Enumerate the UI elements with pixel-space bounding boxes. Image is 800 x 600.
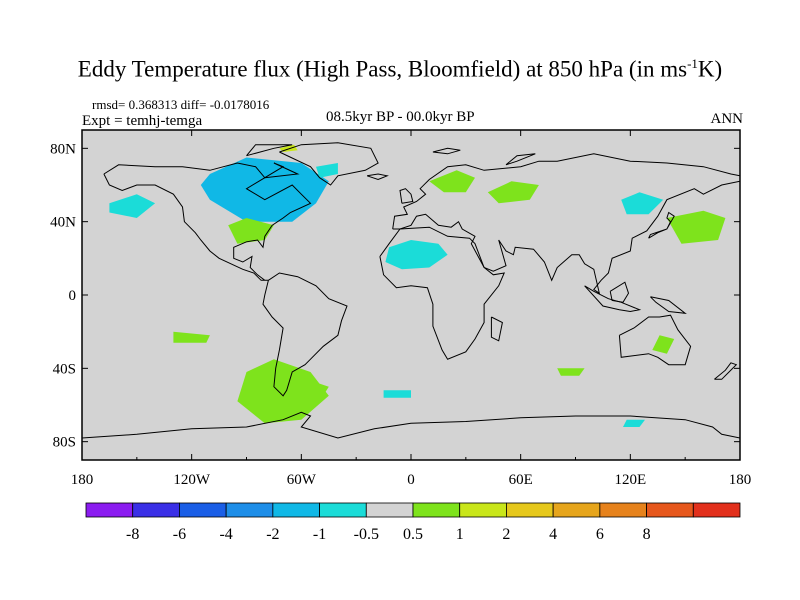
colorbar-label: -1	[313, 526, 326, 543]
colorbar-box	[319, 502, 367, 518]
colorbar-box	[365, 502, 414, 518]
colorbar-box	[272, 502, 320, 518]
region-east-asia	[621, 192, 664, 215]
colorbar-label: -0.5	[354, 526, 379, 543]
coastline-japan	[648, 211, 675, 239]
region-southern-ocean-cyan	[383, 390, 411, 398]
region-north-pacific	[666, 210, 726, 244]
plot-background	[82, 130, 740, 460]
coastline-indonesia	[584, 285, 642, 313]
region-australia	[652, 335, 675, 354]
x-tick-label: 180	[71, 472, 94, 488]
colorbar-box	[646, 502, 694, 518]
y-tick-label: 80S	[53, 435, 76, 451]
y-axis: 80N 40N 0 40S 80S	[50, 141, 740, 451]
y-tick-label: 40S	[53, 361, 76, 377]
coastline-australia	[618, 314, 692, 366]
colorbar-box	[552, 502, 601, 518]
x-tick-label: 120W	[173, 472, 211, 488]
colorbar-box	[225, 502, 274, 518]
title-main: Eddy Temperature flux (High Pass, Bloomf…	[77, 56, 688, 82]
coastline-british-isles	[399, 188, 414, 204]
coastline-eurasia-east	[392, 180, 740, 295]
colorbar-label: 4	[549, 526, 557, 543]
colorbar-label: -4	[219, 526, 232, 543]
region-us-southeast-green	[228, 218, 274, 244]
colorbar-label: -6	[173, 526, 186, 543]
y-tick-label: 0	[69, 288, 77, 304]
colorbar-box	[132, 502, 180, 518]
region-south-pacific	[173, 331, 210, 343]
colorbar-box	[599, 502, 647, 518]
figure-title: Eddy Temperature flux (High Pass, Bloomf…	[0, 56, 800, 83]
colorbar-label: 0.5	[403, 526, 423, 543]
region-scandinavia	[429, 170, 475, 193]
coastline-africa	[379, 226, 506, 360]
region-indian-ocean	[557, 368, 585, 376]
title-superscript: -1	[687, 56, 698, 71]
coastline-baffin	[264, 162, 300, 179]
coastline-eurasia	[392, 153, 740, 230]
x-tick-label: 60E	[509, 472, 533, 488]
coastline-antarctica	[82, 411, 740, 439]
colorbar-box	[412, 502, 461, 518]
region-siberia	[487, 181, 539, 204]
colorbar-label: 2	[502, 526, 510, 543]
coastline-iceland	[366, 173, 389, 181]
region-alaska-pacific	[109, 194, 156, 218]
region-greenland-cyan	[316, 163, 338, 178]
coastline-ellesmere	[246, 144, 293, 157]
coastline-madagascar	[490, 316, 503, 342]
experiment-label: Expt = temhj-temga	[82, 113, 203, 129]
coastlines	[82, 142, 740, 439]
colorbar-box	[506, 502, 554, 518]
colorbar-box	[85, 502, 134, 518]
colorbar: -8 -6 -4 -2 -1 -0.5 0.5 1 2 4 6 8	[85, 502, 741, 543]
x-tick-label: 0	[407, 472, 415, 488]
x-axis: 180 120W 60W 0 60E 120E 180	[71, 130, 752, 488]
y-tick-label: 80N	[50, 141, 76, 157]
anomaly-regions	[109, 144, 726, 427]
colorbar-box	[179, 502, 227, 518]
coastline-new-guinea	[650, 296, 687, 314]
colorbar-label: 1	[456, 526, 464, 543]
period-label: 08.5kyr BP - 00.0kyr BP	[326, 109, 475, 125]
x-tick-label: 60W	[287, 472, 317, 488]
season-label: ANN	[710, 111, 744, 127]
coastline-borneo	[609, 281, 630, 303]
colorbar-label: -8	[126, 526, 139, 543]
colorbar-label: 6	[596, 526, 604, 543]
coastline-novaya-zemlya	[505, 153, 536, 166]
y-tick-label: 40N	[50, 215, 76, 231]
coastline-svalbard	[432, 147, 461, 155]
stats-text: rmsd= 0.368313 diff= -0.0178016	[92, 97, 270, 112]
region-sahara	[385, 240, 448, 270]
x-tick-label: 180	[729, 472, 752, 488]
coastline-new-zealand	[714, 362, 738, 380]
title-end: K)	[697, 56, 723, 82]
region-antarctic-cyan	[623, 419, 645, 427]
region-south-america	[237, 359, 329, 424]
x-tick-label: 120E	[614, 472, 646, 488]
colorbar-box	[459, 502, 507, 518]
coastline-greenland	[279, 142, 379, 186]
colorbar-label: 8	[643, 526, 651, 543]
region-south-atlantic	[297, 377, 329, 402]
coastline-south-america	[262, 272, 348, 397]
colorbar-label: -2	[266, 526, 279, 543]
colorbar-box	[692, 502, 741, 518]
